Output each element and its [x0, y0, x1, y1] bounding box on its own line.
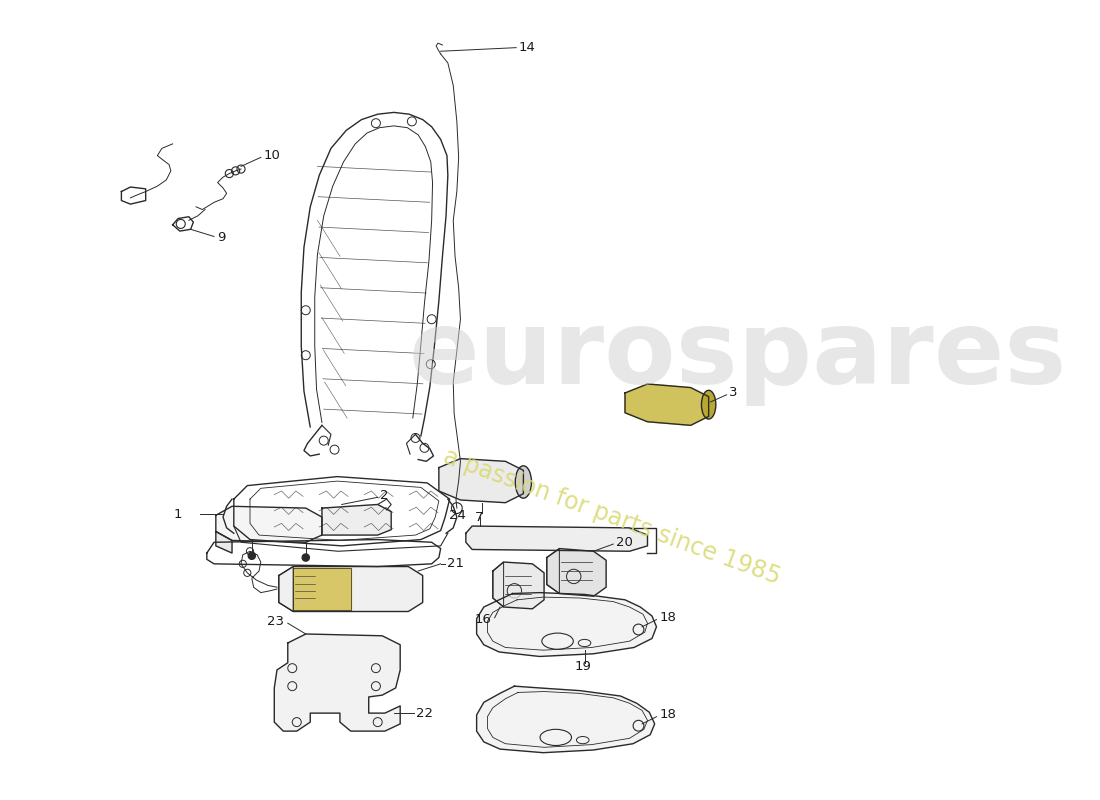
Text: 14: 14 — [519, 41, 536, 54]
Text: 24: 24 — [449, 509, 465, 522]
Text: a passion for parts since 1985: a passion for parts since 1985 — [440, 445, 783, 590]
Polygon shape — [216, 506, 322, 542]
Text: 1: 1 — [173, 508, 182, 521]
Polygon shape — [274, 634, 400, 731]
Text: 19: 19 — [574, 660, 591, 673]
Polygon shape — [493, 562, 544, 609]
Circle shape — [302, 554, 309, 561]
Text: 20: 20 — [616, 536, 632, 549]
Ellipse shape — [702, 390, 716, 419]
Text: 21: 21 — [447, 558, 464, 570]
Text: 2: 2 — [381, 489, 389, 502]
Polygon shape — [439, 458, 524, 502]
Circle shape — [249, 552, 255, 559]
Text: 9: 9 — [217, 231, 226, 244]
Text: 22: 22 — [417, 706, 433, 720]
Polygon shape — [547, 549, 606, 596]
Text: 18: 18 — [659, 611, 676, 624]
Polygon shape — [278, 566, 422, 611]
Text: eurospares: eurospares — [408, 305, 1067, 406]
Text: 7: 7 — [475, 510, 484, 523]
Text: 16: 16 — [475, 613, 492, 626]
Polygon shape — [625, 384, 708, 426]
Text: 18: 18 — [659, 709, 676, 722]
Text: 3: 3 — [729, 386, 738, 399]
Text: 23: 23 — [267, 615, 284, 628]
Polygon shape — [294, 568, 351, 610]
Polygon shape — [465, 526, 648, 551]
Text: 10: 10 — [264, 149, 280, 162]
Polygon shape — [476, 686, 654, 753]
Polygon shape — [216, 531, 232, 553]
Polygon shape — [322, 505, 392, 535]
Ellipse shape — [515, 466, 531, 498]
Polygon shape — [476, 593, 657, 657]
